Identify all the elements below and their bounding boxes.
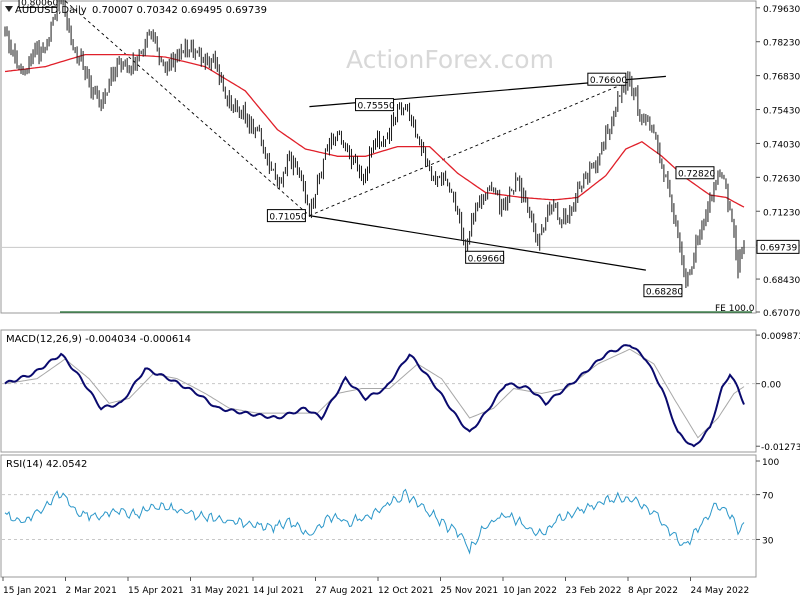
watermark: ActionForex.com — [346, 45, 554, 74]
macd-line — [4, 344, 745, 448]
x-tick-label: 8 Apr 2022 — [628, 586, 678, 596]
macd-title: MACD(12,26,9) -0.004034 -0.000614 — [6, 334, 191, 345]
price-tick-label: 0.76830 — [763, 73, 800, 83]
price-annotation-box — [587, 72, 627, 86]
x-tick-label: 10 Jan 2022 — [503, 586, 557, 596]
current-price-box — [756, 239, 800, 254]
macd-tick-label: 0.009873 — [761, 332, 800, 342]
price-annotation-box — [675, 166, 715, 180]
macd-signal-line — [4, 348, 745, 439]
price-annotation-label: 0.80060 — [21, 0, 58, 8]
price-panel-frame — [0, 0, 757, 314]
rsi-tick-label: 100 — [762, 458, 779, 468]
price-annotation-label: 0.75550 — [358, 102, 395, 112]
rsi-tick-label: 70 — [762, 492, 774, 502]
x-tick-label: 24 May 2022 — [691, 586, 750, 596]
current-price-label: 0.69739 — [760, 243, 797, 253]
price-annotation-label: 0.69660 — [468, 254, 505, 264]
trendline — [309, 215, 646, 271]
price-annotation-label: 0.76600 — [590, 76, 627, 86]
x-tick-label: 31 May 2021 — [191, 586, 250, 596]
rsi-title: RSI(14) 42.0542 — [6, 459, 87, 470]
macd-panel-frame — [0, 329, 757, 453]
x-tick-label: 25 Nov 2021 — [441, 586, 499, 596]
chart-symbol: AUDUSD,Daily — [15, 5, 87, 16]
sma-line — [4, 53, 745, 208]
rsi-panel-frame — [0, 454, 757, 578]
x-tick-label: 15 Apr 2021 — [128, 586, 184, 596]
price-annotation-label: 0.71050 — [269, 213, 306, 223]
x-tick-label: 14 Jul 2021 — [253, 586, 304, 596]
x-tick-label: 23 Feb 2022 — [566, 586, 622, 596]
price-tick-label: 0.71230 — [763, 208, 800, 218]
price-annotation-label: 0.68280 — [646, 288, 683, 298]
price-tick-label: 0.75430 — [763, 107, 800, 117]
fe-label: FE 100.0 — [715, 304, 755, 314]
dashed-trendline — [309, 80, 631, 217]
x-tick-label: 27 Aug 2021 — [316, 586, 374, 596]
price-tick-label: 0.78230 — [763, 39, 800, 49]
x-tick-label: 12 Oct 2021 — [378, 586, 434, 596]
price-tick-label: 0.67070 — [763, 309, 800, 319]
rsi-tick-label: 30 — [762, 536, 774, 546]
chart-ohlc: 0.70007 0.70342 0.69495 0.69739 — [92, 5, 267, 16]
price-tick-label: 0.79630 — [763, 5, 800, 15]
price-tick-label: 0.72630 — [763, 174, 800, 184]
x-tick-label: 2 Mar 2021 — [66, 586, 117, 596]
price-annotation-box — [465, 250, 505, 264]
price-annotation-box — [355, 98, 395, 112]
rsi-line — [4, 488, 745, 555]
price-annotation-box — [643, 284, 683, 298]
dropdown-triangle-icon[interactable] — [5, 6, 13, 12]
price-annotation-box — [18, 0, 58, 8]
dashed-trendline — [63, 0, 310, 216]
macd-tick-label: 0.00 — [761, 381, 781, 391]
price-annotation-box — [266, 209, 306, 223]
x-tick-label: 15 Jan 2021 — [3, 586, 57, 596]
price-tick-label: 0.68430 — [763, 276, 800, 286]
price-annotation-label: 0.72820 — [678, 170, 715, 180]
price-tick-label: 0.74030 — [763, 140, 800, 150]
